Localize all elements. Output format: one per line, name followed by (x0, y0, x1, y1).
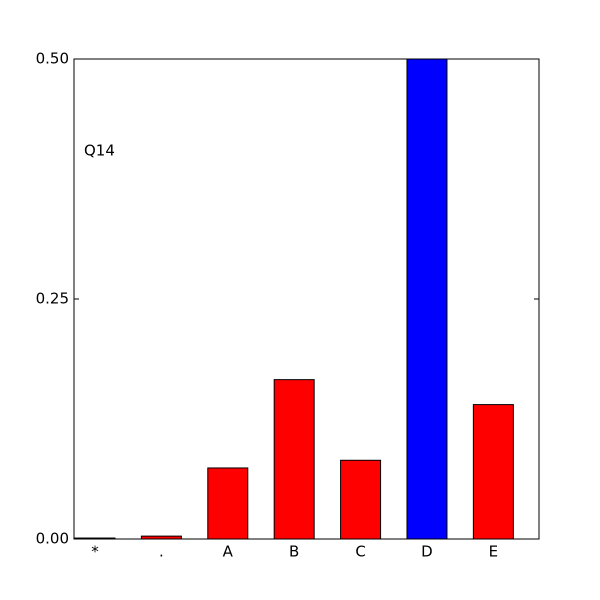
y-tick-label: 0.25 (36, 290, 69, 308)
x-tick-label: E (489, 543, 498, 561)
bar (340, 459, 382, 540)
bar (472, 404, 514, 540)
bar (406, 58, 448, 540)
x-tick-label: . (159, 543, 164, 561)
bar (207, 467, 249, 540)
x-tick-label: C (355, 543, 365, 561)
bar (273, 379, 315, 540)
y-tick-label: 0.00 (36, 530, 69, 548)
x-tick-label: A (223, 543, 234, 561)
x-tick-label: D (421, 543, 433, 561)
x-tick-label: * (91, 543, 99, 561)
annotation: Q14 (84, 142, 115, 160)
x-tick-label: B (289, 543, 299, 561)
y-tick-label: 0.50 (36, 50, 69, 68)
